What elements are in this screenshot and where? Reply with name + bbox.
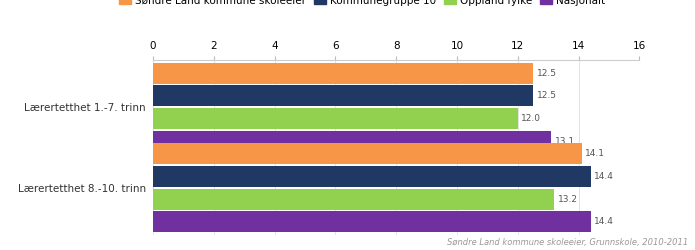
Text: 14.4: 14.4 [594, 172, 614, 181]
Bar [153, 166, 591, 187]
Text: 14.1: 14.1 [585, 149, 605, 158]
Bar [153, 131, 551, 152]
Text: 13.2: 13.2 [558, 194, 578, 203]
Text: 12.5: 12.5 [537, 68, 557, 78]
Bar [153, 86, 533, 106]
Text: 14.4: 14.4 [594, 217, 614, 226]
Text: 12.0: 12.0 [521, 114, 541, 123]
Bar [153, 108, 518, 129]
Bar [153, 63, 533, 84]
Bar [153, 143, 582, 164]
Legend: Søndre Land kommune skoleeier, Kommunegruppe 10, Oppland fylke, Nasjonalt: Søndre Land kommune skoleeier, Kommunegr… [115, 0, 610, 10]
Bar [153, 212, 591, 232]
Text: 12.5: 12.5 [537, 91, 557, 100]
Text: 13.1: 13.1 [555, 137, 575, 146]
Text: Søndre Land kommune skoleeier, Grunnskole, 2010-2011: Søndre Land kommune skoleeier, Grunnskol… [447, 238, 688, 248]
Bar [153, 189, 554, 210]
